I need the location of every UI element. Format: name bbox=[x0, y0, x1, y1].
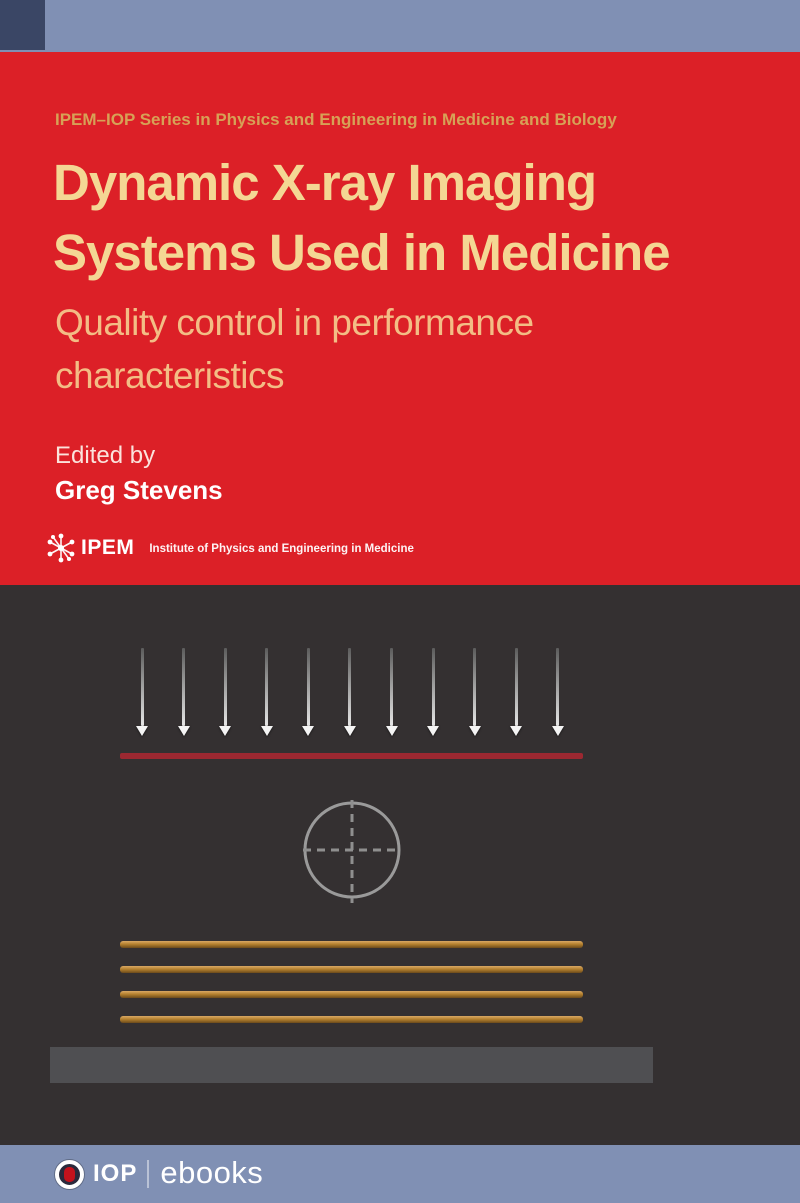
beam-target-line bbox=[120, 753, 583, 759]
xray-beam-arrow bbox=[551, 648, 564, 740]
series-label: IPEM–IOP Series in Physics and Engineeri… bbox=[55, 110, 617, 129]
xray-beam-arrow bbox=[468, 648, 481, 740]
xray-beam-arrow bbox=[385, 648, 398, 740]
iop-logo-icon bbox=[55, 1159, 84, 1189]
crosshair-icon bbox=[303, 800, 401, 903]
xray-diagram-section bbox=[0, 585, 800, 1145]
xray-beam-arrow bbox=[510, 648, 523, 740]
editor-name: Greg Stevens bbox=[55, 475, 223, 505]
book-subtitle-line2: characteristics bbox=[55, 355, 284, 396]
xray-beam-arrow bbox=[136, 648, 148, 740]
ipem-acronym: IPEM bbox=[81, 536, 135, 559]
grid-line bbox=[120, 991, 583, 998]
image-grid-lines bbox=[120, 941, 583, 1041]
footer-divider bbox=[147, 1160, 150, 1188]
ipem-atom-icon bbox=[47, 533, 75, 563]
edited-by-label: Edited by bbox=[55, 442, 156, 469]
book-title: Dynamic X-ray Imaging Systems Used in Me… bbox=[53, 148, 733, 288]
xray-beam-arrow bbox=[219, 648, 232, 740]
book-title-line2: Systems Used in Medicine bbox=[53, 224, 671, 281]
grid-line bbox=[120, 1016, 583, 1023]
corner-accent-square bbox=[0, 0, 45, 50]
book-subtitle: Quality control in performance character… bbox=[55, 296, 615, 402]
detector-bar bbox=[50, 1047, 653, 1083]
cover-red-section: IPEM–IOP Series in Physics and Engineeri… bbox=[0, 52, 800, 585]
xray-beam-arrow bbox=[260, 648, 273, 740]
ipem-logo-row: IPEM Institute of Physics and Engineerin… bbox=[46, 532, 414, 564]
top-band bbox=[0, 0, 800, 52]
xray-beam-arrow bbox=[343, 648, 356, 740]
iop-brand-label: IOP bbox=[93, 1160, 138, 1187]
ipem-full-name: Institute of Physics and Engineering in … bbox=[149, 543, 414, 555]
xray-beam-arrow bbox=[177, 648, 190, 740]
ebooks-label: ebooks bbox=[160, 1155, 264, 1190]
xray-beam-arrow bbox=[302, 648, 315, 740]
book-title-line1: Dynamic X-ray Imaging bbox=[53, 154, 597, 211]
grid-line bbox=[120, 966, 583, 973]
xray-beam-arrow bbox=[427, 648, 440, 740]
book-subtitle-line1: Quality control in performance bbox=[55, 302, 534, 343]
xray-beam-arrows bbox=[136, 648, 564, 740]
footer-band: IOP ebooks bbox=[0, 1145, 800, 1203]
grid-line bbox=[120, 941, 583, 948]
